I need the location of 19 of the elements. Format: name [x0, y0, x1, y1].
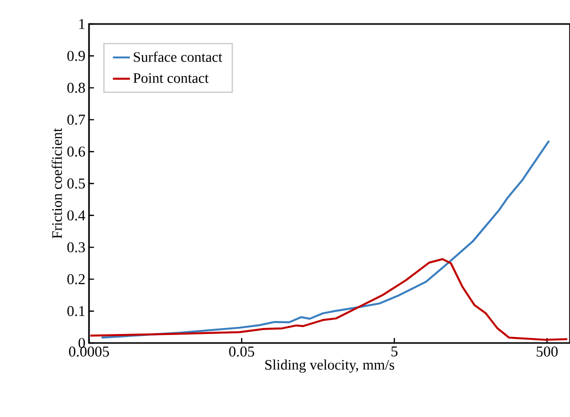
y-tick-label: 0.2	[67, 274, 85, 284]
legend-label: Surface contact	[134, 52, 222, 62]
y-tick-label: 0.6	[67, 146, 86, 157]
x-tick-label: 5	[391, 346, 398, 356]
y-tick-label: 0.3	[67, 242, 85, 252]
x-tick-label: 0.05	[229, 346, 254, 357]
y-tick-label: 0.1	[67, 306, 85, 316]
y-axis-title: Friction coefficient	[52, 128, 62, 238]
legend-label: Point contact	[133, 73, 209, 83]
y-tick-label: 0.8	[67, 82, 85, 93]
y-tick-label: 1	[79, 19, 85, 29]
y-tick-label: 0.4	[67, 210, 86, 220]
y-tick-label: 0.7	[67, 114, 86, 125]
y-tick-label: 0.5	[67, 178, 85, 189]
y-tick-label: 0.9	[67, 50, 85, 61]
x-axis-title: Sliding velocity, mm/s	[265, 360, 394, 373]
x-tick-label: 500	[536, 346, 558, 357]
x-tick-label: 0.0005	[69, 346, 109, 357]
y-tick-label: 0	[78, 338, 85, 348]
